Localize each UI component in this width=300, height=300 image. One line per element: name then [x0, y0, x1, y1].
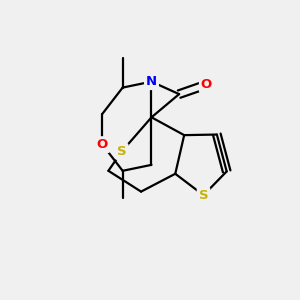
Text: O: O [97, 138, 108, 151]
Text: S: S [117, 145, 127, 158]
Text: S: S [199, 189, 208, 202]
Text: O: O [201, 78, 212, 91]
Text: N: N [146, 75, 157, 88]
